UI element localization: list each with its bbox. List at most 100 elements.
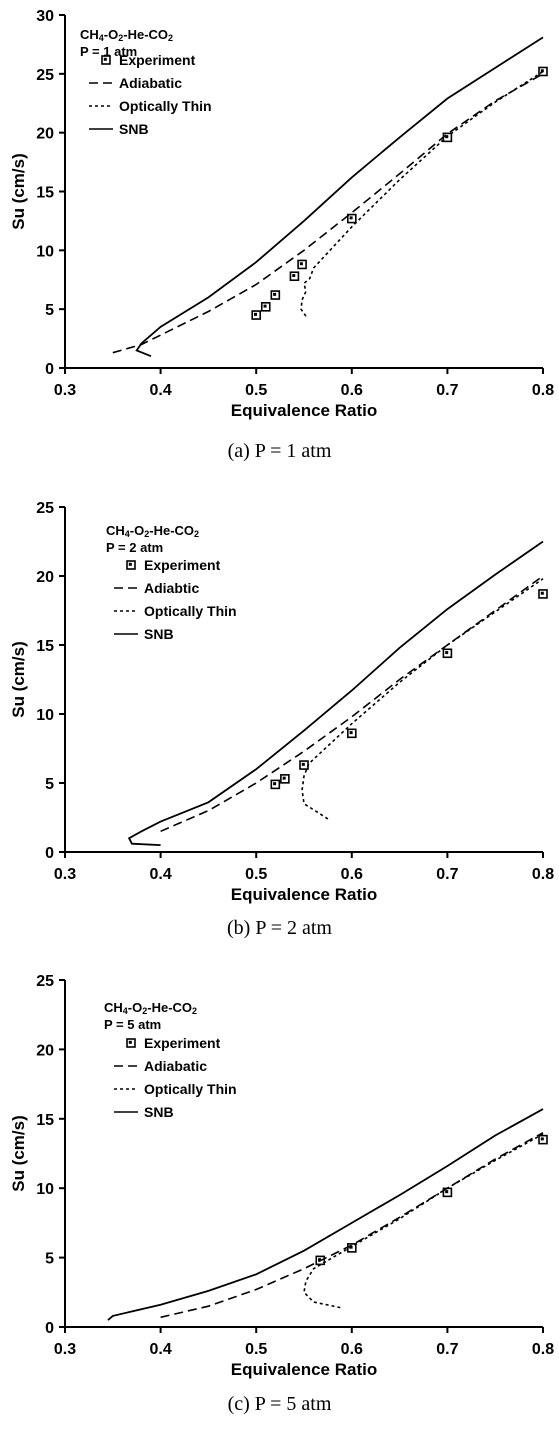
chart-c-x-axis-title: Equivalence Ratio bbox=[231, 1360, 377, 1379]
chart-b-series-experiment-point bbox=[442, 648, 453, 659]
chart-a-y-tick-label: 25 bbox=[36, 67, 54, 84]
chart-a-x-tick-label: 0.4 bbox=[149, 382, 171, 399]
chart-a-series-snb-line bbox=[135, 36, 544, 358]
chart-b-legend-experiment-swatch bbox=[126, 560, 136, 570]
chart-a-series-experiment-point bbox=[538, 66, 548, 77]
chart-c-series-snb-line bbox=[107, 1108, 544, 1321]
chart-b-x-tick-label: 0.7 bbox=[436, 866, 458, 883]
chart-c-pressure-label: P = 5 atm bbox=[104, 1017, 162, 1032]
chart-a-series-experiment-point bbox=[289, 271, 300, 282]
chart-c-y-tick-label: 15 bbox=[36, 1112, 54, 1129]
chart-c-caption: (c) P = 5 atm bbox=[227, 1393, 332, 1415]
chart-b-series-experiment-point bbox=[270, 779, 281, 790]
chart-a-y-axis-title: Su (cm/s) bbox=[9, 153, 28, 230]
chart-a-mixture-label: CH4-O2-He-CO2 bbox=[80, 27, 174, 43]
chart-a-series-experiment-point bbox=[270, 290, 281, 300]
chart-b-y-tick-label: 25 bbox=[36, 500, 54, 517]
chart-b-series-snb-line bbox=[127, 540, 544, 846]
chart-c-y-tick-label: 20 bbox=[36, 1042, 54, 1059]
chart-a-legend-experiment-label: Experiment bbox=[119, 52, 196, 68]
chart-b-series-experiment-point bbox=[346, 728, 357, 739]
chart-b-series-optically-thin-line bbox=[301, 578, 544, 820]
chart-b-legend-adiabtic-label: Adiabtic bbox=[144, 580, 199, 596]
chart-a-legend-experiment-swatch bbox=[101, 55, 111, 65]
chart-a-series-optically-thin-line bbox=[300, 70, 544, 317]
chart-c-x-tick-label: 0.6 bbox=[341, 1341, 363, 1358]
chart-b-legend-experiment-label: Experiment bbox=[144, 557, 221, 573]
chart-a-series-experiment-point bbox=[251, 310, 261, 320]
chart-b-legend-snb-label: SNB bbox=[144, 626, 174, 642]
chart-c-x-tick-label: 0.5 bbox=[245, 1341, 267, 1358]
chart-c-legend-experiment-label: Experiment bbox=[144, 1035, 221, 1051]
chart-a-title-box: CH4-O2-He-CO2 P = 1 atm bbox=[80, 26, 173, 60]
chart-a-pressure-label: P = 1 atm bbox=[80, 44, 138, 59]
chart-b-x-tick-label: 0.6 bbox=[341, 866, 363, 883]
chart-a-series-experiment-point bbox=[346, 213, 357, 224]
chart-b-series-adiabtic-line bbox=[160, 575, 544, 833]
chart-c-legend-optically-thin-label: Optically Thin bbox=[144, 1081, 237, 1097]
chart-a-y-tick-label: 0 bbox=[45, 361, 54, 378]
chart-a-x-tick-label: 0.5 bbox=[245, 382, 267, 399]
chart-b-series-experiment-point bbox=[538, 589, 548, 599]
chart-a-y-tick-label: 15 bbox=[36, 185, 54, 202]
chart-c-legend-adiabatic-label: Adiabatic bbox=[144, 1058, 207, 1074]
chart-c-legend-experiment-swatch bbox=[126, 1038, 136, 1048]
chart-a-legend-optically-thin-label: Optically Thin bbox=[119, 98, 212, 114]
chart-b-mixture-label: CH4-O2-He-CO2 bbox=[106, 523, 200, 539]
chart-b-pressure-label: P = 2 atm bbox=[106, 540, 164, 555]
chart-a-series-experiment-point bbox=[442, 132, 453, 143]
chart-b-x-tick-label: 0.5 bbox=[245, 866, 267, 883]
chart-a-x-tick-label: 0.3 bbox=[54, 382, 76, 399]
chart-c-x-tick-label: 0.7 bbox=[436, 1341, 458, 1358]
chart-b-x-tick-label: 0.3 bbox=[54, 866, 76, 883]
chart-c-y-tick-label: 0 bbox=[45, 1320, 54, 1337]
chart-a-x-axis-title: Equivalence Ratio bbox=[231, 401, 377, 420]
chart-panel-b: 0 5 10 15 20 25 0.3 0.4 0.5 0.6 0.7 0.8 Equivalence … bbox=[0, 480, 559, 955]
chart-c-x-tick-label: 0.3 bbox=[54, 1341, 76, 1358]
chart-b-x-axis-title: Equivalence Ratio bbox=[231, 885, 377, 904]
chart-b-legend-optically-thin-label: Optically Thin bbox=[144, 603, 237, 619]
chart-a-y-tick-label: 20 bbox=[36, 126, 54, 143]
chart-c-y-tick-label: 25 bbox=[36, 973, 54, 990]
chart-c-title-box: CH4-O2-He-CO2 P = 5 atm bbox=[104, 999, 197, 1033]
chart-a-svg: 0 5 10 15 20 25 30 0.3 0.4 0.5 0.6 0.7 0.8 Equivalenc… bbox=[9, 8, 554, 420]
chart-c-x-tick-label: 0.8 bbox=[532, 1341, 554, 1358]
chart-a-caption: (a) P = 1 atm bbox=[227, 440, 332, 462]
chart-a-y-tick-label: 10 bbox=[36, 243, 54, 260]
chart-a-x-tick-label: 0.7 bbox=[436, 382, 458, 399]
chart-b-y-tick-label: 15 bbox=[36, 638, 54, 655]
chart-c-y-tick-label: 10 bbox=[36, 1181, 54, 1198]
chart-a-y-tick-label: 30 bbox=[36, 8, 54, 25]
chart-b-y-tick-label: 5 bbox=[45, 776, 54, 793]
chart-b-svg: 0 5 10 15 20 25 0.3 0.4 0.5 0.6 0.7 0.8 Equivalence … bbox=[9, 500, 554, 904]
chart-c-y-tick-label: 5 bbox=[45, 1251, 54, 1268]
chart-a-legend-snb-label: SNB bbox=[119, 121, 149, 137]
chart-b-title-box: CH4-O2-He-CO2 P = 2 atm bbox=[106, 522, 199, 556]
chart-c-series-optically-thin-line bbox=[303, 1133, 544, 1309]
chart-c-series-adiabatic-line bbox=[160, 1131, 544, 1319]
chart-b-x-tick-label: 0.4 bbox=[149, 866, 171, 883]
chart-c-legend-snb-label: SNB bbox=[144, 1104, 174, 1120]
chart-a-y-tick-label: 5 bbox=[45, 302, 54, 319]
chart-a-series-experiment-point bbox=[260, 302, 271, 312]
chart-panel-c: 0 5 10 15 20 25 0.3 0.4 0.5 0.6 0.7 0.8 Equivalence … bbox=[0, 955, 559, 1430]
chart-a-series-experiment-point bbox=[297, 259, 307, 270]
chart-c-mixture-label: CH4-O2-He-CO2 bbox=[104, 1000, 198, 1016]
chart-c-y-axis-title: Su (cm/s) bbox=[9, 1115, 28, 1192]
chart-b-series-experiment-point bbox=[299, 760, 309, 770]
chart-c-series-experiment-point bbox=[538, 1134, 548, 1145]
chart-a-legend-adiabatic-label: Adiabatic bbox=[119, 75, 182, 91]
chart-a-x-tick-label: 0.6 bbox=[341, 382, 363, 399]
chart-c-x-tick-label: 0.4 bbox=[149, 1341, 171, 1358]
chart-c-svg: 0 5 10 15 20 25 0.3 0.4 0.5 0.6 0.7 0.8 Equivalence … bbox=[9, 973, 554, 1379]
chart-b-y-tick-label: 0 bbox=[45, 845, 54, 862]
chart-panel-a: 0 5 10 15 20 25 30 0.3 0.4 0.5 0.6 0.7 0.8 Equivalenc… bbox=[0, 0, 559, 480]
chart-b-caption: (b) P = 2 atm bbox=[227, 917, 332, 939]
chart-b-y-tick-label: 10 bbox=[36, 707, 54, 724]
chart-b-series-experiment-point bbox=[280, 774, 290, 784]
chart-a-series-adiabatic-line bbox=[112, 73, 544, 354]
chart-b-x-tick-label: 0.8 bbox=[532, 866, 554, 883]
chart-b-y-axis-title: Su (cm/s) bbox=[9, 641, 28, 718]
chart-b-y-tick-label: 20 bbox=[36, 569, 54, 586]
chart-a-x-tick-label: 0.8 bbox=[532, 382, 554, 399]
